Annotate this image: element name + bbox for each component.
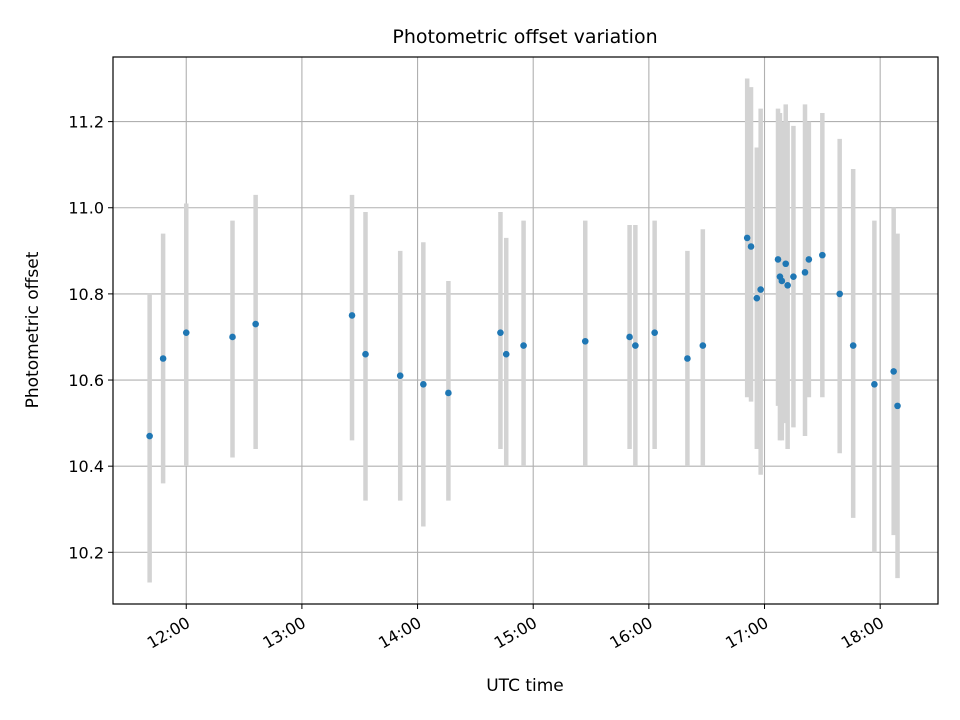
data-point [146,432,153,440]
y-tick-label: 10.8 [68,285,104,304]
x-tick-label: 18:00 [838,613,887,653]
data-point [801,269,809,276]
data-point [849,342,857,349]
y-tick-label: 10.2 [68,543,104,562]
data-point [445,389,452,397]
data-point [836,290,843,298]
data-point [790,273,797,280]
x-tick-label: 17:00 [722,613,771,653]
data-point [743,234,751,242]
x-tick-label: 14:00 [375,613,424,653]
data-point [747,243,755,250]
y-tick-label: 11.0 [68,199,104,218]
data-point [684,355,691,362]
data-point [497,329,504,336]
data-point [626,333,633,341]
y-tick-label: 10.6 [68,371,104,390]
data-point [396,372,404,380]
data-point [871,381,878,388]
chart-title: Photometric offset variation [392,26,657,48]
data-point [805,256,813,263]
error-bars [147,78,900,583]
y-tick-label: 11.2 [68,113,104,132]
x-axis-ticks: 12:00 13:00 14:00 15:00 16:00 17:00 18:00 [144,604,887,653]
data-point [890,368,897,375]
data-point [757,286,764,293]
x-tick-label: 12:00 [144,613,193,653]
data-point [894,402,901,410]
data-point [581,337,589,345]
data-point [502,350,510,358]
y-axis-label: Photometric offset [23,251,43,408]
data-point [782,260,790,268]
data-point [252,320,259,328]
data-point [784,281,791,289]
data-point [420,381,427,388]
data-point [362,350,369,358]
data-point [520,342,527,349]
data-point [778,277,786,285]
x-axis-label: UTC time [486,676,564,696]
data-point [699,342,707,349]
plot-frame [112,56,939,605]
data-point [753,294,761,302]
data-point [348,312,356,319]
data-point [182,329,190,336]
data-points [146,234,901,440]
data-point [229,333,236,341]
x-tick-label: 16:00 [606,613,655,653]
data-point [159,355,167,362]
x-tick-label: 13:00 [259,613,308,653]
y-tick-label: 10.4 [68,457,104,476]
data-point [632,342,639,349]
data-point [819,251,826,259]
x-tick-label: 15:00 [491,613,540,653]
data-point [774,256,782,263]
y-axis-ticks: 10.2 10.4 10.6 10.8 11.0 11.2 [68,113,113,562]
data-point [651,329,658,336]
